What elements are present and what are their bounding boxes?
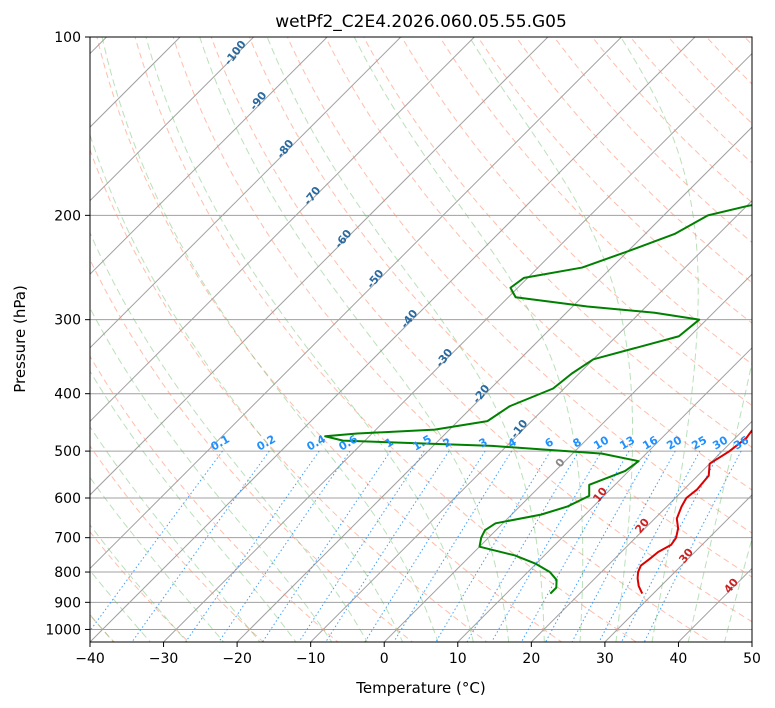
- mixing-ratio-line: [218, 450, 351, 642]
- isotherm-line: [604, 494, 752, 642]
- y-tick-label: 600: [54, 491, 81, 507]
- moist-adiabat-line: [199, 37, 510, 642]
- dewpoint-profile-line: [324, 204, 752, 595]
- dry-adiabat-line: [515, 37, 752, 284]
- isotherm-line: [90, 37, 623, 570]
- dry-adiabat-line: [324, 37, 752, 491]
- moist-adiabat-line: [90, 476, 225, 642]
- mixing-ratio-line: [520, 450, 630, 642]
- isotherm-line: [90, 37, 328, 275]
- x-tick-label: −40: [75, 651, 105, 667]
- moist-adiabat-line: [90, 370, 297, 642]
- isotherm-line: [90, 37, 696, 642]
- x-axis-label: Temperature (°C): [355, 679, 485, 697]
- y-tick-label: 200: [54, 208, 81, 224]
- dry-adiabat-line: [90, 445, 265, 642]
- mixing-ratio-line: [466, 450, 580, 642]
- moist-adiabat-line: [620, 37, 699, 642]
- dry-adiabat-line: [477, 37, 752, 324]
- mixing-ratio-line: [185, 450, 320, 642]
- dry-adiabat-line: [172, 37, 712, 642]
- temperature-profile-line: [636, 428, 752, 595]
- y-tick-label: 800: [54, 565, 81, 581]
- dry-adiabat-line: [90, 148, 488, 642]
- x-tick-label: 20: [522, 651, 540, 667]
- chart-title: wetPf2_C2E4.2026.060.05.55.G05: [275, 12, 567, 32]
- y-tick-label: 500: [54, 444, 81, 460]
- dry-adiabat-line: [401, 37, 752, 407]
- x-tick-label: 0: [380, 651, 389, 667]
- moist-adiabat-line: [101, 37, 439, 642]
- dry-adiabat-line: [134, 37, 638, 642]
- mixing-ratio-line: [131, 450, 270, 642]
- moist-adiabat-line: [687, 360, 752, 642]
- plot-area: [90, 37, 752, 642]
- moist-adiabat-line: [90, 569, 152, 642]
- data-lines: [324, 204, 752, 595]
- moist-adiabat-line: [90, 231, 368, 642]
- mixing-ratio-line: [364, 450, 486, 642]
- dry-adiabat-line: [363, 37, 752, 449]
- dry-adiabat-line: [248, 37, 752, 578]
- x-tick-label: 40: [670, 651, 688, 667]
- x-tick-label: 50: [743, 651, 761, 667]
- mixing-ratio-line: [325, 450, 450, 642]
- mixing-ratio-line: [261, 450, 391, 642]
- isotherm-line: [236, 126, 752, 642]
- mixing-ratio-line: [571, 450, 676, 642]
- x-tick-label: −10: [296, 651, 326, 667]
- moist-adiabat-line: [90, 133, 404, 642]
- mixing-ratio-line: [545, 450, 652, 642]
- dry-adiabat-line: [90, 530, 190, 642]
- isotherm-line: [90, 37, 476, 423]
- y-tick-label: 100: [54, 30, 81, 46]
- mixing-ratio-line: [435, 450, 551, 642]
- isotherm-line: [457, 347, 752, 642]
- dry-adiabat-line: [96, 37, 563, 642]
- isotherm-line: [162, 52, 752, 642]
- y-tick-label: 700: [54, 531, 81, 547]
- moist-adiabat-line: [468, 37, 634, 642]
- moist-adiabat-line: [90, 425, 261, 642]
- moist-adiabat-line: [145, 37, 474, 642]
- moist-adiabat-line: [90, 524, 188, 642]
- mixing-ratio-line: [298, 450, 425, 642]
- x-tick-label: 30: [596, 651, 614, 667]
- x-tick-label: −30: [149, 651, 179, 667]
- isotherm-line: [90, 37, 402, 349]
- dry-adiabat-line: [770, 24, 775, 654]
- y-axis-label: Pressure (hPa): [11, 285, 29, 393]
- isotherm-line: [90, 37, 549, 496]
- y-tick-label: 1000: [45, 622, 81, 638]
- dry-adiabat-line: [210, 37, 752, 623]
- x-tick-label: 10: [449, 651, 467, 667]
- background-lines: [90, 24, 775, 654]
- dry-adiabat-line: [629, 37, 752, 164]
- plot-frame: [89, 36, 753, 643]
- moist-adiabat-line: [266, 37, 545, 642]
- dry-adiabat-line: [90, 258, 414, 642]
- y-axis: 100 200 300 400 500 600 700 800 900 1000: [45, 30, 90, 638]
- isotherm-line: [90, 37, 255, 202]
- y-tick-label: 400: [54, 387, 81, 403]
- isotherm-line: [309, 199, 752, 642]
- x-axis: −40 −30 −20 −10 0 10 20 30 40 50: [75, 642, 761, 667]
- moist-adiabat-line: [353, 37, 584, 642]
- y-tick-label: 300: [54, 313, 81, 329]
- isotherm-line: [383, 273, 752, 642]
- isotherm-line: [530, 420, 752, 642]
- y-tick-label: 900: [54, 595, 81, 611]
- x-tick-label: −20: [222, 651, 252, 667]
